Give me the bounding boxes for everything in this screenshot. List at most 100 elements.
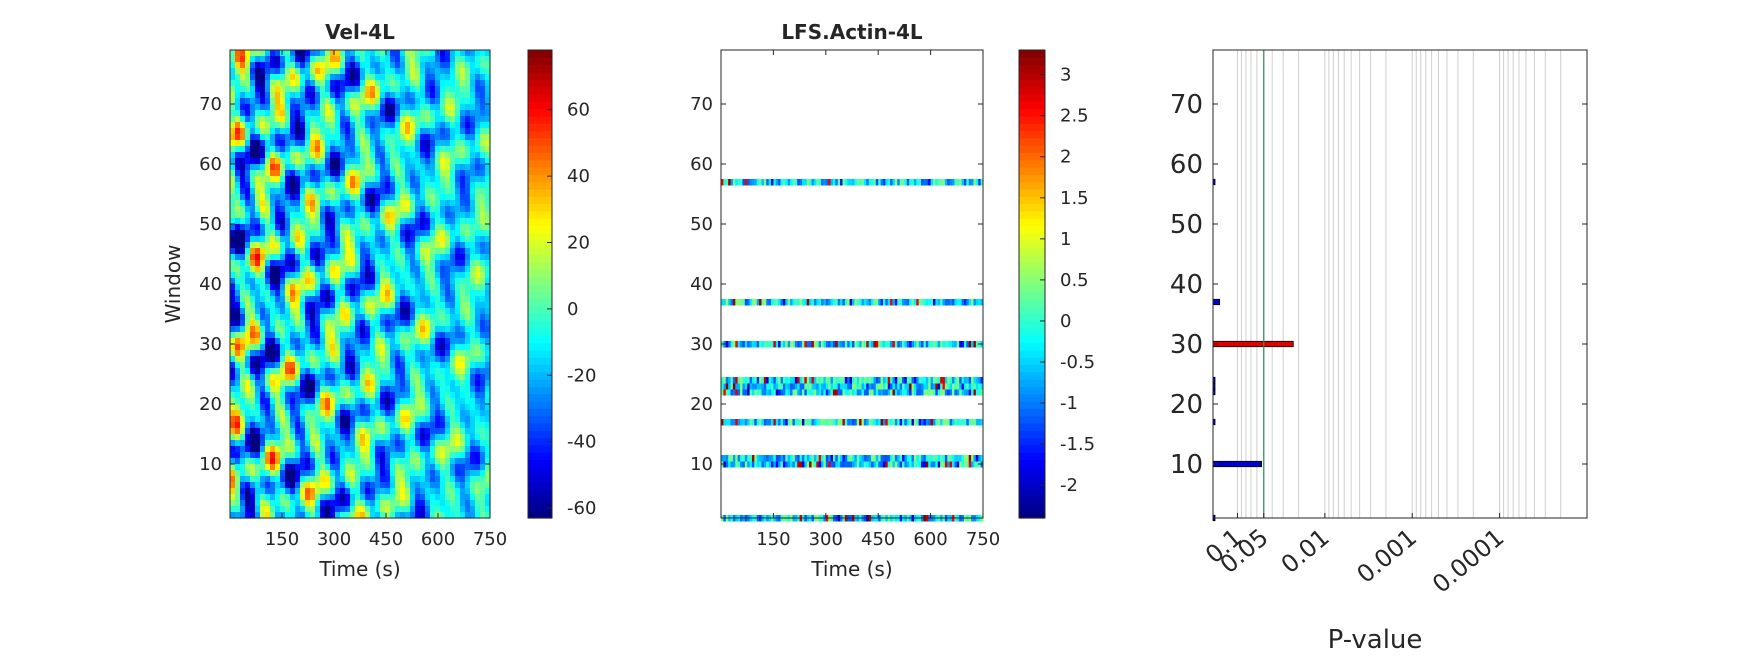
heatmap-cell	[737, 383, 741, 390]
heatmap-cell	[911, 383, 915, 390]
heatmap-cell	[325, 284, 331, 291]
heatmap-cell	[425, 488, 431, 495]
heatmap-cell	[445, 158, 451, 165]
heatmap-cell	[825, 389, 829, 396]
heatmap-cell	[856, 377, 860, 384]
heatmap-cell	[315, 404, 321, 411]
heatmap-cell	[355, 182, 361, 189]
heatmap-cell	[370, 104, 376, 111]
heatmap-cell	[270, 308, 276, 315]
heatmap-cell	[465, 98, 471, 105]
heatmap-cell	[778, 383, 782, 390]
heatmap-cell	[235, 326, 241, 333]
heatmap-cell	[440, 266, 446, 273]
heatmap-cell	[270, 266, 276, 273]
heatmap-cell	[275, 332, 281, 339]
heatmap-cell	[290, 386, 296, 393]
heatmap-cell	[350, 368, 356, 375]
heatmap-cell	[360, 212, 366, 219]
heatmap-cell	[470, 440, 476, 447]
heatmap-cell	[355, 128, 361, 135]
heatmap-cell	[245, 392, 251, 399]
heatmap-cell	[340, 254, 346, 261]
heatmap-cell	[305, 320, 311, 327]
heatmap-cell	[355, 368, 361, 375]
heatmap-cell	[245, 416, 251, 423]
heatmap-cell	[230, 476, 236, 483]
heatmap-cell	[455, 506, 461, 513]
heatmap-cell	[305, 62, 311, 69]
heatmap-cell	[460, 494, 466, 501]
heatmap-cell	[913, 383, 917, 390]
heatmap-cell	[330, 296, 336, 303]
heatmap-cell	[873, 389, 877, 396]
heatmap-cell	[265, 212, 271, 219]
heatmap-cell	[335, 350, 341, 357]
heatmap-cell	[790, 389, 793, 396]
heatmap-cell	[235, 92, 241, 99]
heatmap-cell	[355, 410, 361, 417]
heatmap-cell	[385, 314, 391, 321]
heatmap-cell	[245, 440, 251, 447]
heatmap-cell	[380, 506, 386, 513]
heatmap-cell	[385, 56, 391, 63]
heatmap-cell	[480, 458, 486, 465]
heatmap-cell	[971, 377, 974, 384]
heatmap-cell	[799, 341, 803, 348]
heatmap-cell	[265, 260, 271, 267]
heatmap-cell	[847, 341, 851, 348]
heatmap-cell	[340, 368, 346, 375]
heatmap-cell	[390, 122, 396, 129]
heatmap-cell	[420, 440, 426, 447]
heatmap-cell	[405, 242, 411, 249]
heatmap-cell	[370, 452, 376, 459]
heatmap-cell	[365, 134, 371, 141]
heatmap-cell	[475, 512, 481, 519]
heatmap-cell	[275, 284, 281, 291]
heatmap-cell	[430, 152, 436, 159]
heatmap-cell	[961, 455, 965, 462]
heatmap-cell	[275, 308, 281, 315]
heatmap-cell	[260, 62, 266, 69]
heatmap-cell	[410, 224, 416, 231]
heatmap-cell	[275, 356, 281, 363]
heatmap-cell	[255, 278, 261, 285]
heatmap-cell	[918, 377, 922, 384]
heatmap-cell	[250, 206, 256, 213]
heatmap-cell	[773, 377, 777, 384]
heatmap-cell	[400, 506, 406, 513]
heatmap-cell	[255, 218, 261, 225]
heatmap-cell	[345, 398, 351, 405]
heatmap-cell	[460, 344, 466, 351]
heatmap-cell	[330, 170, 336, 177]
heatmap-cell	[335, 260, 341, 267]
heatmap-cell	[280, 320, 286, 327]
heatmap-cell	[340, 344, 346, 351]
heatmap-cell	[280, 92, 286, 99]
heatmap-cell	[425, 506, 431, 513]
heatmap-cell	[260, 68, 266, 75]
heatmap-cell	[370, 230, 376, 237]
heatmap-cell	[375, 206, 381, 213]
heatmap-cell	[465, 512, 471, 519]
heatmap-cell	[340, 140, 346, 147]
heatmap-cell	[250, 422, 256, 429]
heatmap-cell	[315, 308, 321, 315]
heatmap-cell	[780, 455, 784, 462]
heatmap-cell	[455, 68, 461, 75]
heatmap-cell	[756, 461, 760, 468]
heatmap-cell	[395, 116, 401, 123]
heatmap-cell	[285, 230, 291, 237]
heatmap-cell	[375, 500, 381, 507]
heatmap-cell	[250, 440, 256, 447]
heatmap-cell	[320, 260, 326, 267]
heatmap-cell	[365, 50, 371, 57]
heatmap-cell	[335, 476, 341, 483]
heatmap-cell	[360, 284, 366, 291]
heatmap-cell	[380, 134, 386, 141]
heatmap-cell	[455, 338, 461, 345]
heatmap-cell	[475, 356, 481, 363]
heatmap-cell	[350, 482, 356, 489]
heatmap-cell	[470, 176, 476, 183]
heatmap-cell	[305, 146, 311, 153]
